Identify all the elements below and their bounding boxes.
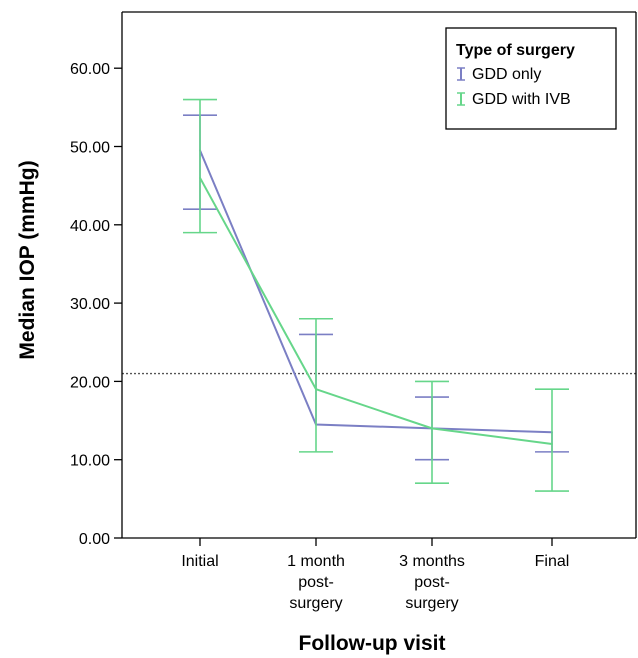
y-tick-label: 60.00 <box>70 61 110 78</box>
series-line <box>199 177 553 446</box>
x-tick-label: 3 months post-surgery <box>399 553 465 612</box>
data-point <box>431 427 433 430</box>
legend-entries: GDD only GDD with IVB <box>457 66 571 108</box>
x-tick-label: Final <box>535 553 570 570</box>
y-tick-label: 40.00 <box>70 218 110 235</box>
axes: 0.00 10.00 20.00 30.00 40.00 50.00 60.00 Initia… <box>70 11 637 612</box>
y-tick-label: 20.00 <box>70 374 110 391</box>
series-line <box>199 150 553 434</box>
x-axis-title: Follow-up visit <box>299 632 446 655</box>
plot-area <box>122 98 636 492</box>
x-tick-label: 1 month post-surgery <box>287 553 345 612</box>
data-point <box>199 176 201 179</box>
y-tick-label: 0.00 <box>79 531 110 548</box>
legend-box <box>445 27 617 130</box>
y-tick-label: 50.00 <box>70 140 110 157</box>
legend-label: GDD with IVB <box>472 91 571 108</box>
data-point <box>551 443 553 446</box>
y-tick-label: 30.00 <box>70 296 110 313</box>
data-point <box>315 388 317 391</box>
y-axis-title: Median IOP (mmHg) <box>16 160 39 359</box>
x-tick-label: Initial <box>181 553 218 570</box>
legend-title: Type of surgery <box>456 42 575 59</box>
legend: Type of surgery GDD only GDD with IVB <box>445 27 617 130</box>
legend-label: GDD only <box>472 66 541 83</box>
y-tick-label: 10.00 <box>70 453 110 470</box>
